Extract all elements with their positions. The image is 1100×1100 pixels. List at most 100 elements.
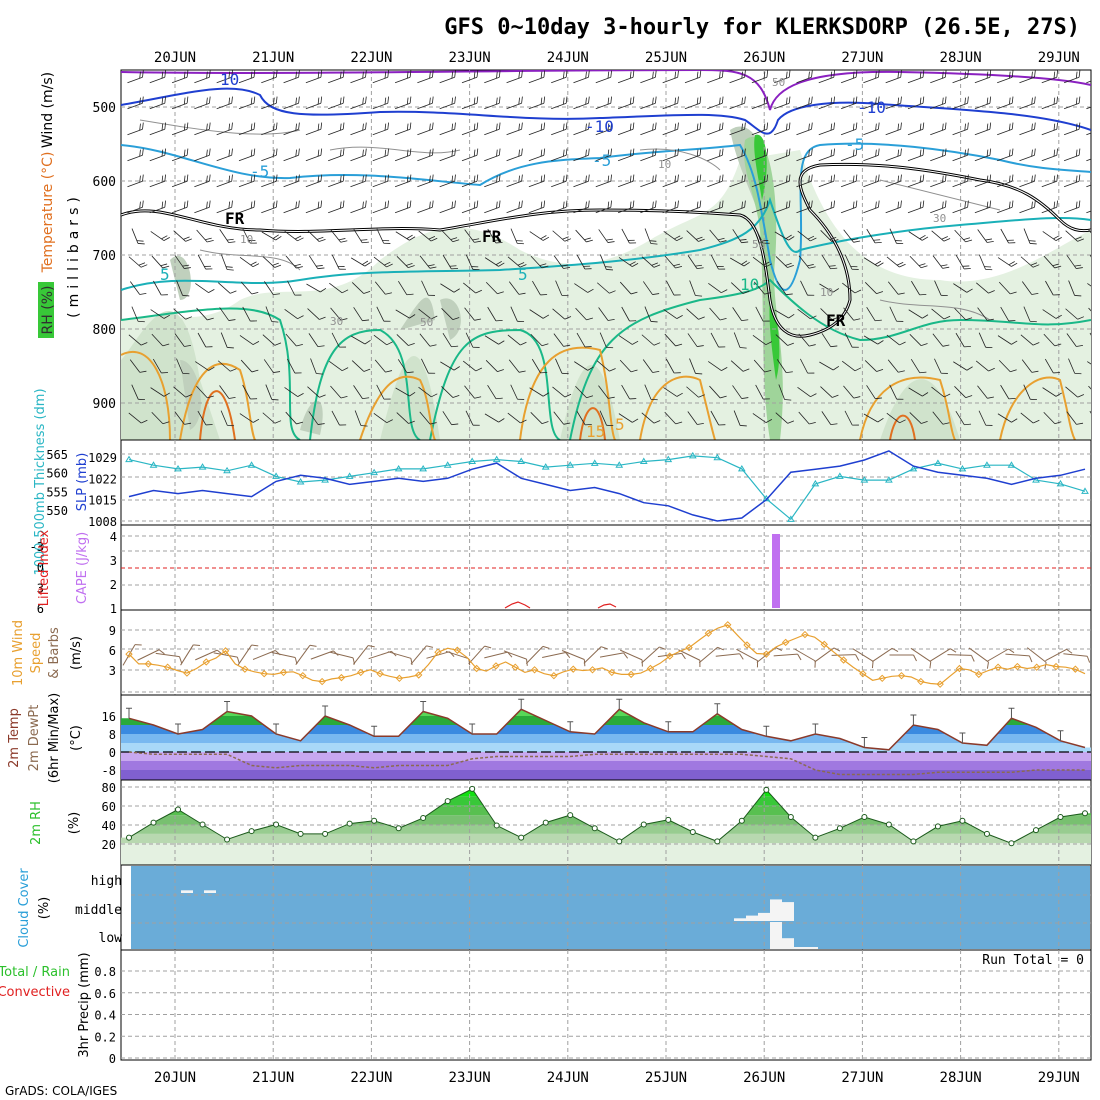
cloud-bar (204, 890, 216, 893)
surface-wind-barb (583, 646, 608, 664)
barb-feather (275, 96, 278, 104)
barb-feather (1097, 176, 1100, 183)
upper-wind-barb (640, 70, 657, 84)
contour-label: 5 (160, 265, 170, 284)
upper-wind-barb (840, 96, 858, 110)
barb-feather (721, 148, 724, 156)
barb-feather (717, 237, 725, 241)
rh-marker (175, 806, 182, 813)
upper-wind-barb (889, 384, 904, 400)
barb-shaft (129, 281, 141, 295)
barb-shaft (755, 306, 764, 322)
barb-feather (429, 201, 431, 209)
barb-feather (473, 97, 476, 105)
barb-feather (699, 148, 702, 156)
wind-speed-marker (1013, 662, 1022, 671)
barb-feather (967, 70, 969, 78)
barb-feather (610, 96, 612, 104)
upper-wind-barb (997, 174, 1014, 188)
rh-area-high (744, 137, 783, 440)
barb-feather (676, 315, 683, 319)
temp-line (128, 708, 1086, 751)
barb-feather (741, 149, 743, 157)
upper-wind-barb (485, 360, 504, 373)
barb-feather (496, 149, 498, 157)
barb-feather (1054, 421, 1062, 425)
barb-shaft (968, 647, 989, 663)
upper-wind-barb (149, 174, 166, 188)
barb-feather (297, 315, 304, 320)
upper-wind-barb (887, 281, 905, 295)
barb-feather (406, 175, 409, 183)
barb-shaft (330, 385, 342, 399)
barb-shaft (730, 282, 744, 294)
upper-wind-barb (997, 148, 1014, 162)
wind-ylabel-units: (m/s) (69, 636, 84, 670)
barb-feather (741, 175, 743, 183)
barb-feather (696, 149, 699, 157)
barb-feather (1078, 70, 1081, 78)
upper-wind-barb (662, 122, 679, 136)
barb-feather (208, 366, 215, 371)
upper-wind-barb (619, 281, 638, 295)
upper-wind-barb (663, 309, 683, 319)
rh-marker (150, 819, 157, 826)
barb-feather (340, 97, 342, 105)
upper-wind-barb (262, 256, 282, 268)
barb-feather (967, 96, 969, 104)
slp-grid (121, 440, 1091, 525)
barb-feather (454, 70, 456, 78)
barb-feather (744, 174, 746, 182)
barb-feather (298, 122, 300, 130)
barb-feather (429, 422, 437, 425)
upper-wind-barb (664, 333, 683, 347)
barb-feather (409, 236, 416, 241)
barb-feather (231, 96, 233, 104)
barb-feather (185, 394, 193, 398)
upper-wind-barb (265, 384, 279, 401)
barb-feather (719, 240, 727, 243)
upper-wind-barb (575, 307, 594, 321)
barb-feather (855, 148, 858, 156)
barb-shaft (484, 335, 499, 345)
barb-feather (919, 175, 922, 183)
upper-wind-barb (1020, 334, 1040, 346)
barb-feather (451, 97, 454, 105)
barb-feather (317, 267, 325, 270)
barb-feather (788, 148, 791, 156)
barb-feather (1053, 201, 1056, 209)
upper-wind-barb (934, 280, 948, 297)
barb-shaft (852, 648, 874, 662)
barb-feather (897, 201, 900, 209)
upper-wind-barb (997, 413, 1018, 423)
barb-feather (786, 201, 788, 209)
upper-wind-barb (419, 255, 437, 269)
barb-shaft (1045, 280, 1054, 296)
upper-wind-barb (934, 358, 948, 374)
barb-feather (236, 656, 240, 664)
barb-feather (250, 242, 257, 244)
barb-feather (922, 96, 925, 104)
barb-feather (629, 123, 632, 131)
barb-feather (720, 395, 727, 399)
rh-marker (346, 820, 353, 827)
upper-wind-barb (219, 229, 236, 244)
barb-feather (699, 174, 702, 182)
barb-shaft (284, 308, 298, 320)
barb-feather (808, 71, 810, 79)
barb-shaft (530, 333, 543, 347)
upper-wind-barb (176, 358, 190, 375)
barb-feather (565, 652, 571, 659)
upper-wind-barb (1045, 280, 1060, 296)
barb-feather (696, 123, 699, 131)
upper-wind-barb (595, 174, 612, 188)
barb-feather (320, 174, 323, 182)
upper-wind-barb (173, 308, 192, 320)
upper-wind-barb (261, 70, 278, 84)
surface-wind-barb (889, 654, 917, 662)
barb-feather (342, 148, 345, 156)
barb-feather (426, 645, 434, 648)
barb-feather (228, 149, 231, 157)
upper-wind-barb (484, 70, 501, 84)
barb-feather (1034, 148, 1036, 156)
